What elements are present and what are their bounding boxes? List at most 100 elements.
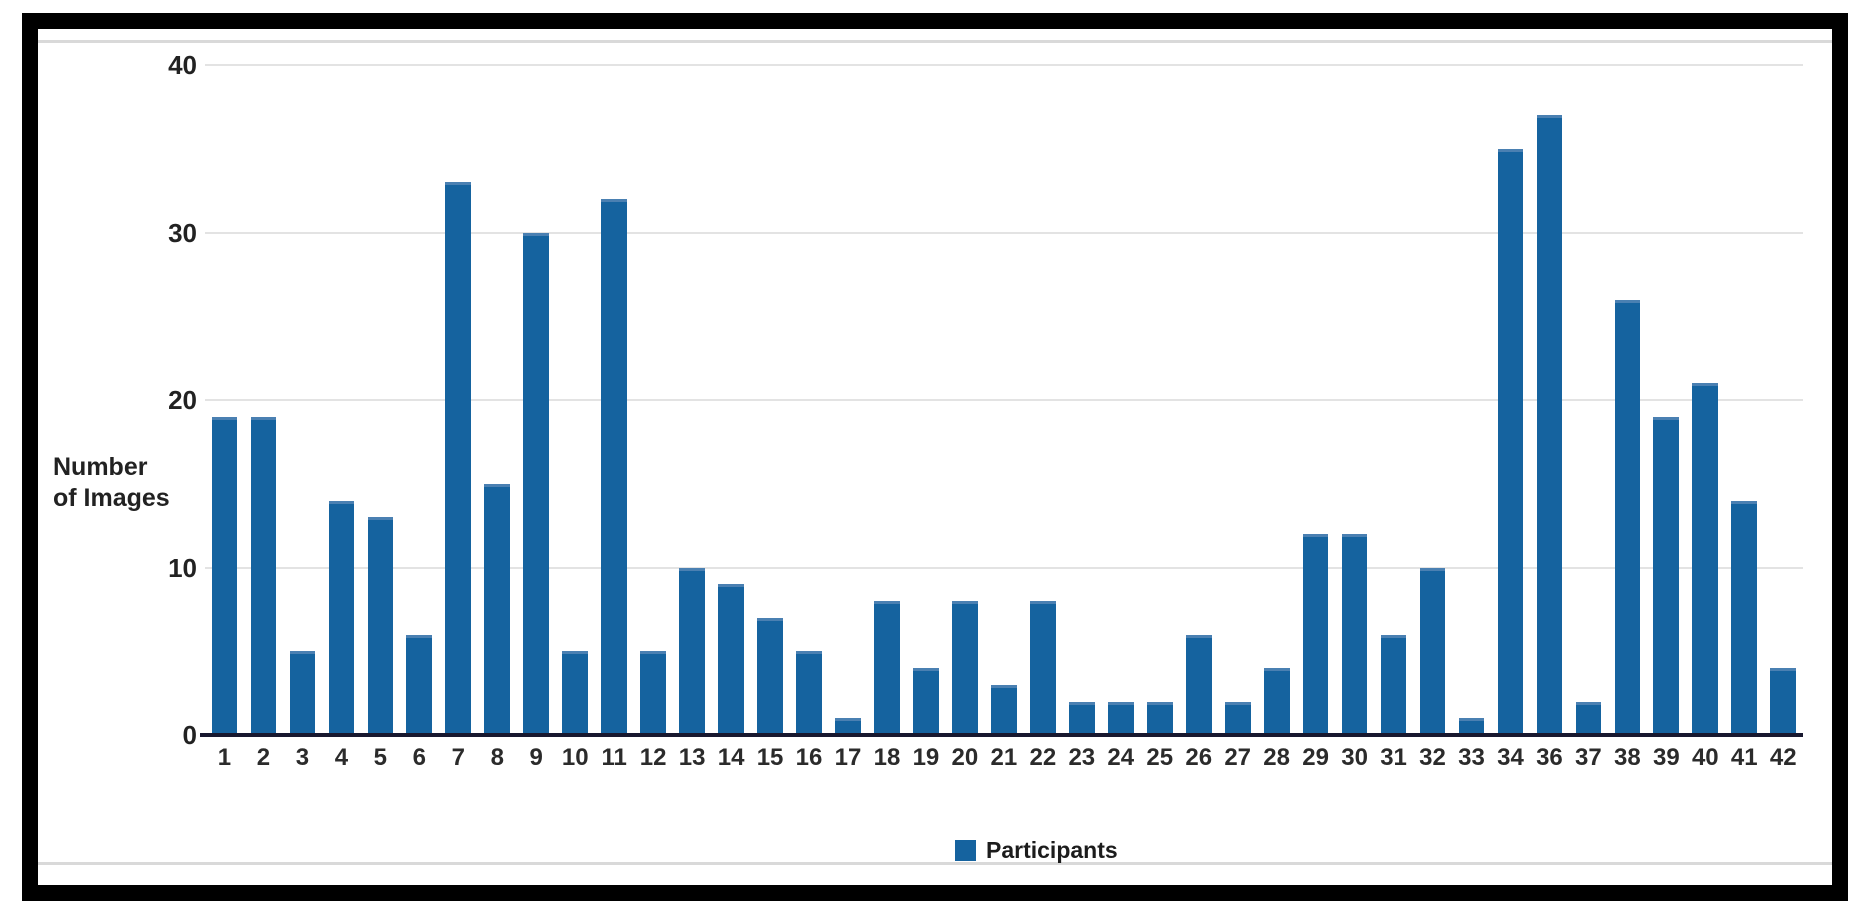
gridline-10 [205,566,1803,569]
bar-participant-38 [1614,299,1641,735]
bar-slot [1140,65,1179,735]
y-tick-label-0: 0 [182,720,197,750]
bar-slot [1218,65,1257,735]
bar-slot [1413,65,1452,735]
bar-participant-31 [1380,634,1407,735]
y-tick-label-30: 30 [168,217,197,248]
bar-participant-7 [445,182,472,735]
bar-slot [1530,65,1569,735]
x-tick-label-2: 2 [256,744,271,771]
bar-participant-25 [1146,701,1173,735]
bar-slot [1569,65,1608,735]
bar-slot [1257,65,1296,735]
bar-participant-2 [250,416,277,735]
x-tick-label-30: 30 [1341,744,1368,771]
x-tick-label-40: 40 [1691,744,1719,771]
x-tick-label-8: 8 [490,744,504,771]
bar-slot [439,65,478,735]
bar-participant-41 [1731,500,1758,735]
bar-participant-19 [913,668,939,735]
panel-bottom-edge [38,862,1832,865]
bar-slot [1608,65,1647,735]
bar-participant-17 [835,718,861,735]
x-tick-label-5: 5 [373,744,388,771]
y-axis-title: Number of Images [53,452,170,514]
x-tick-label-41: 41 [1730,744,1758,771]
x-tick-label-1: 1 [217,744,232,771]
x-tick-label-12: 12 [639,744,667,771]
panel-top-edge [38,40,1832,43]
gridline-40 [205,64,1803,66]
bar-slot [244,65,283,735]
x-tick-label-9: 9 [529,744,543,771]
bar-participant-10 [562,651,589,735]
bar-participant-1 [211,416,238,735]
gridline-30 [205,231,1803,234]
bar-participant-32 [1419,567,1446,735]
x-tick-label-6: 6 [412,744,426,771]
x-tick-label-23: 23 [1068,744,1096,771]
bar-slot [1296,65,1335,735]
bar-slot [1686,65,1725,735]
x-axis-line [200,733,1803,737]
bar-slot [1023,65,1062,735]
legend-label: Participants [986,837,1118,863]
bar-slot [673,65,712,735]
x-tick-label-20: 20 [951,744,979,771]
x-tick-label-14: 14 [717,744,745,771]
y-axis-title-line-2: of Images [53,484,170,512]
bar-participant-15 [757,617,783,735]
bar-slot [400,65,439,735]
x-tick-label-33: 33 [1458,744,1485,771]
x-tick-label-3: 3 [295,744,310,771]
bar-slot [595,65,634,735]
bar-participant-27 [1224,701,1251,735]
x-tick-label-22: 22 [1029,744,1057,771]
bar-slot [556,65,595,735]
x-tick-label-16: 16 [795,744,823,771]
bar-slot [634,65,673,735]
bar-participant-22 [1029,601,1056,735]
bar-participant-20 [952,601,978,735]
x-tick-label-32: 32 [1419,744,1446,771]
bar-slot [945,65,984,735]
bar-slot [361,65,400,735]
x-tick-label-34: 34 [1497,744,1524,771]
x-axis-labels: 1 2 3 4 5 6 7 8 9 10 11 12 13 14 15 16 17 18 19 20 21 22 23 24 2… [205,744,1803,772]
bar-participant-14 [718,584,744,735]
bar-participant-5 [367,517,394,735]
bar-slot [1335,65,1374,735]
x-tick-label-29: 29 [1302,744,1329,771]
bar-slot [1491,65,1530,735]
bar-participant-40 [1692,383,1719,735]
bar-slot [984,65,1023,735]
x-tick-label-7: 7 [451,744,465,771]
bar-participant-16 [796,651,822,735]
legend: Participants [955,837,1118,864]
bar-participant-26 [1185,634,1212,735]
x-tick-label-25: 25 [1146,744,1174,771]
bar-slot [1101,65,1140,735]
bar-slot [751,65,790,735]
x-tick-label-18: 18 [873,744,901,771]
bar-slot [1179,65,1218,735]
x-tick-label-38: 38 [1614,744,1641,771]
x-tick-label-13: 13 [678,744,706,771]
y-axis-title-line-1: Number [53,453,148,481]
x-tick-label-28: 28 [1263,744,1290,771]
bar-slot [1374,65,1413,735]
y-tick-label-10: 10 [168,552,197,583]
x-tick-label-10: 10 [561,744,589,771]
bar-slot [283,65,322,735]
bar-slot [829,65,868,735]
bar-slot [205,65,244,735]
bar-participant-4 [328,500,355,735]
bar-slot [906,65,945,735]
bar-slot [478,65,517,735]
bar-participant-36 [1536,115,1563,735]
bar-participant-34 [1497,148,1524,735]
x-tick-label-31: 31 [1380,744,1407,771]
x-tick-label-11: 11 [601,744,627,771]
bar-participant-21 [991,684,1017,735]
bar-slot [517,65,556,735]
